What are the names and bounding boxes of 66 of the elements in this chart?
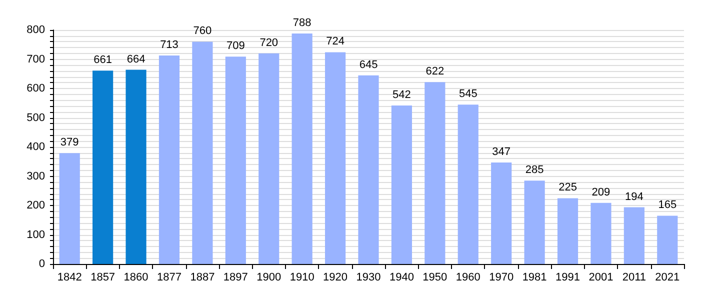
x-tick-label: 1920 [323,272,348,284]
bar [358,75,379,264]
data-label: 622 [426,66,444,78]
data-label: 194 [625,190,644,203]
x-tick-label: 1991 [556,272,580,284]
bar [126,70,146,264]
bar [524,180,545,264]
x-tick-label: 1897 [223,272,248,284]
x-tick-label: 1857 [90,272,116,284]
x-tick-label: 1877 [156,272,182,284]
x-tick-label: 1910 [290,272,314,284]
bar [624,207,644,264]
data-label: 545 [458,88,478,100]
data-label: 542 [392,88,411,101]
bar [458,104,478,264]
data-label: 379 [60,136,79,149]
x-tick-label: 1842 [57,272,82,284]
bar [491,162,512,264]
y-tick-label: 100 [26,228,45,241]
y-tick-label: 700 [26,53,45,66]
bar [225,56,246,264]
data-label: 720 [260,36,278,49]
y-tick-label: 500 [26,112,45,124]
bar [657,216,678,264]
x-tick-label: 1970 [489,272,514,284]
x-tick-label: 2021 [655,272,680,284]
data-label: 661 [94,54,112,66]
x-tick-label: 2011 [622,272,646,284]
bar [324,52,346,264]
data-label: 724 [326,36,344,48]
data-label: 225 [558,182,577,194]
data-label: 788 [292,17,312,30]
x-tick-label: 1950 [422,272,448,284]
bar [590,202,612,264]
data-label: 645 [359,58,378,71]
data-label: 760 [193,25,212,38]
x-tick-label: 2001 [588,272,614,284]
bar [391,105,412,264]
data-label: 664 [126,53,146,66]
bar [557,198,578,264]
data-label: 713 [160,38,178,51]
bar [92,70,114,264]
y-tick-label: 200 [26,200,45,212]
data-label: 347 [492,146,511,158]
y-tick-label: 300 [26,170,45,182]
bar [59,153,80,264]
x-tick-label: 1940 [389,272,414,284]
y-tick-label: 600 [26,82,45,94]
y-tick-label: 800 [26,24,45,36]
x-tick-label: 1960 [456,272,480,284]
x-tick-label: 1981 [522,272,547,284]
bar [292,34,312,264]
y-tick-label: 400 [26,141,45,153]
bar [192,42,213,264]
bar [158,55,180,264]
bar [258,53,280,264]
y-tick-label: 0 [38,258,45,270]
x-tick-label: 1930 [356,272,381,284]
data-label: 709 [226,40,245,52]
data-label: 209 [592,186,610,198]
data-label: 285 [525,164,544,176]
x-tick-label: 1900 [256,272,282,284]
x-tick-label: 1860 [124,272,148,284]
bar [424,82,446,264]
data-label: 165 [658,199,677,212]
x-tick-label: 1887 [190,272,215,284]
